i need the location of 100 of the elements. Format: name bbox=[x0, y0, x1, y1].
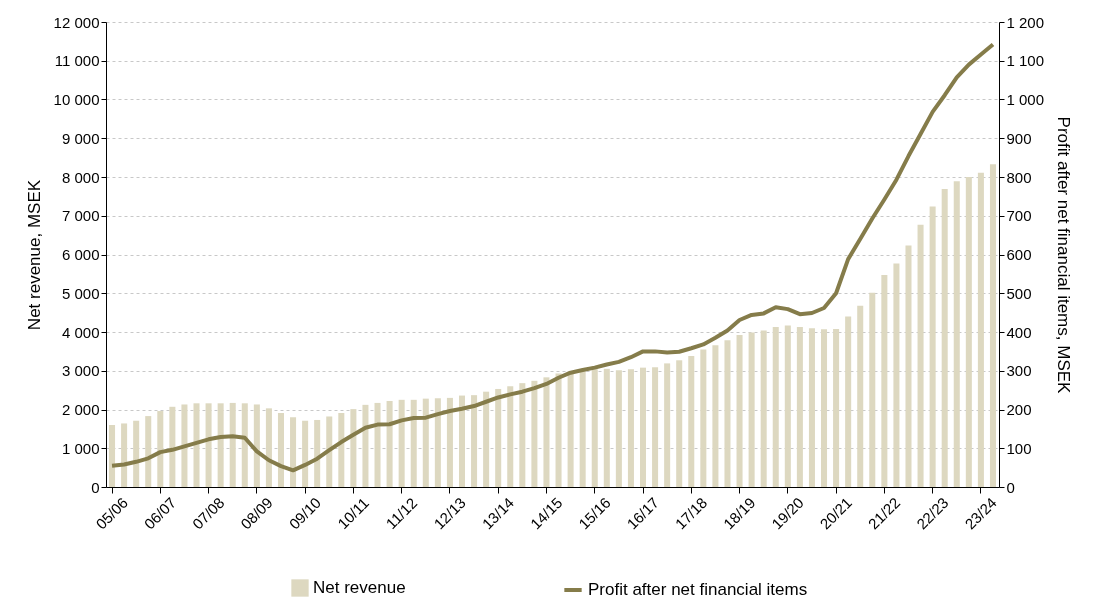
y2-tick-label: 900 bbox=[1006, 129, 1032, 147]
bar bbox=[495, 388, 502, 487]
bar bbox=[314, 419, 321, 487]
bar bbox=[145, 416, 152, 487]
bar bbox=[157, 411, 164, 487]
bar bbox=[929, 206, 936, 487]
bar bbox=[410, 399, 417, 487]
bar bbox=[652, 367, 659, 487]
y2-tick-label: 100 bbox=[1006, 439, 1032, 457]
bar bbox=[639, 367, 647, 487]
bar bbox=[591, 369, 598, 487]
y-tick-label: 11 000 bbox=[54, 52, 100, 70]
bar bbox=[398, 399, 405, 487]
bar bbox=[845, 316, 852, 487]
bar bbox=[989, 164, 996, 487]
bar bbox=[712, 345, 719, 487]
y2-tick-label: 0 bbox=[1006, 478, 1015, 496]
bar bbox=[700, 349, 707, 487]
bar bbox=[422, 398, 429, 487]
bar bbox=[808, 328, 815, 487]
bar bbox=[579, 370, 586, 487]
y-tick-label: 3 000 bbox=[61, 362, 100, 380]
bar bbox=[543, 377, 550, 487]
y2-tick-label: 600 bbox=[1006, 246, 1032, 263]
y2-tick-label: 1 100 bbox=[1006, 52, 1045, 70]
bar bbox=[338, 412, 345, 487]
bar bbox=[350, 409, 357, 487]
y-tick-label: 0 bbox=[91, 478, 100, 496]
bar bbox=[121, 423, 128, 487]
bar bbox=[615, 370, 622, 487]
bar bbox=[446, 397, 453, 487]
bar bbox=[760, 330, 767, 487]
y2-tick-label: 200 bbox=[1006, 401, 1032, 418]
bar bbox=[193, 403, 200, 487]
bar bbox=[265, 408, 272, 487]
y-tick-label: 5 000 bbox=[61, 284, 100, 302]
bar bbox=[941, 189, 948, 487]
bar bbox=[567, 371, 574, 487]
y-tick-label: 12 000 bbox=[53, 13, 100, 31]
bar bbox=[676, 360, 683, 487]
bar bbox=[253, 404, 260, 487]
bar bbox=[857, 305, 864, 487]
bar bbox=[724, 340, 731, 487]
y2-tick-label: 400 bbox=[1006, 323, 1032, 341]
bar bbox=[374, 402, 381, 487]
bar bbox=[277, 412, 284, 487]
bar bbox=[893, 263, 900, 487]
bar bbox=[869, 292, 876, 487]
y-axis-title: Net revenue, MSEK bbox=[24, 179, 44, 331]
bar bbox=[229, 402, 236, 487]
bar bbox=[507, 386, 514, 487]
bar bbox=[217, 403, 224, 487]
y2-axis-title: Profit after net financial items, MSEK bbox=[1054, 116, 1074, 395]
y-tick-label: 4 000 bbox=[61, 323, 100, 341]
y-tick-label: 8 000 bbox=[61, 168, 100, 186]
bar bbox=[821, 329, 828, 487]
bar bbox=[386, 400, 393, 487]
bar bbox=[627, 369, 634, 487]
bar bbox=[977, 172, 984, 487]
y-tick-label: 2 000 bbox=[61, 401, 100, 418]
bar bbox=[784, 325, 791, 487]
y2-tick-label: 1 200 bbox=[1006, 13, 1045, 31]
bar bbox=[241, 403, 248, 487]
bar bbox=[362, 404, 369, 487]
bar bbox=[326, 416, 333, 487]
bar bbox=[555, 373, 562, 487]
bar bbox=[458, 395, 466, 487]
bar bbox=[772, 326, 779, 487]
bar bbox=[181, 404, 188, 487]
bar bbox=[917, 224, 924, 487]
bar bbox=[169, 406, 176, 487]
y-tick-label: 6 000 bbox=[61, 246, 100, 263]
y2-tick-label: 1 000 bbox=[1006, 91, 1045, 108]
y-tick-label: 9 000 bbox=[61, 129, 100, 147]
line-series bbox=[110, 42, 995, 473]
bar bbox=[290, 417, 297, 487]
y-tick-label: 7 000 bbox=[61, 207, 100, 225]
bar bbox=[531, 380, 538, 487]
bar bbox=[519, 383, 526, 487]
y2-tick-label: 300 bbox=[1006, 362, 1032, 380]
legend-label: Profit after net financial items bbox=[588, 580, 808, 598]
y2-tick-label: 800 bbox=[1006, 168, 1032, 186]
bar bbox=[434, 398, 441, 487]
bar bbox=[881, 275, 888, 487]
legend-label: Net revenue bbox=[313, 578, 406, 597]
y2-tick-label: 500 bbox=[1006, 284, 1032, 302]
bar bbox=[603, 368, 610, 487]
bar bbox=[736, 335, 743, 487]
bar bbox=[953, 181, 960, 487]
bar bbox=[205, 403, 212, 487]
bar bbox=[483, 391, 490, 487]
bar bbox=[109, 425, 116, 487]
bar bbox=[471, 395, 478, 487]
bar bbox=[833, 328, 840, 487]
bar bbox=[965, 177, 972, 487]
y-tick-label: 10 000 bbox=[53, 91, 100, 108]
y2-tick-label: 700 bbox=[1006, 207, 1032, 225]
bar bbox=[664, 363, 671, 487]
bar bbox=[905, 245, 912, 487]
bar bbox=[302, 420, 309, 487]
